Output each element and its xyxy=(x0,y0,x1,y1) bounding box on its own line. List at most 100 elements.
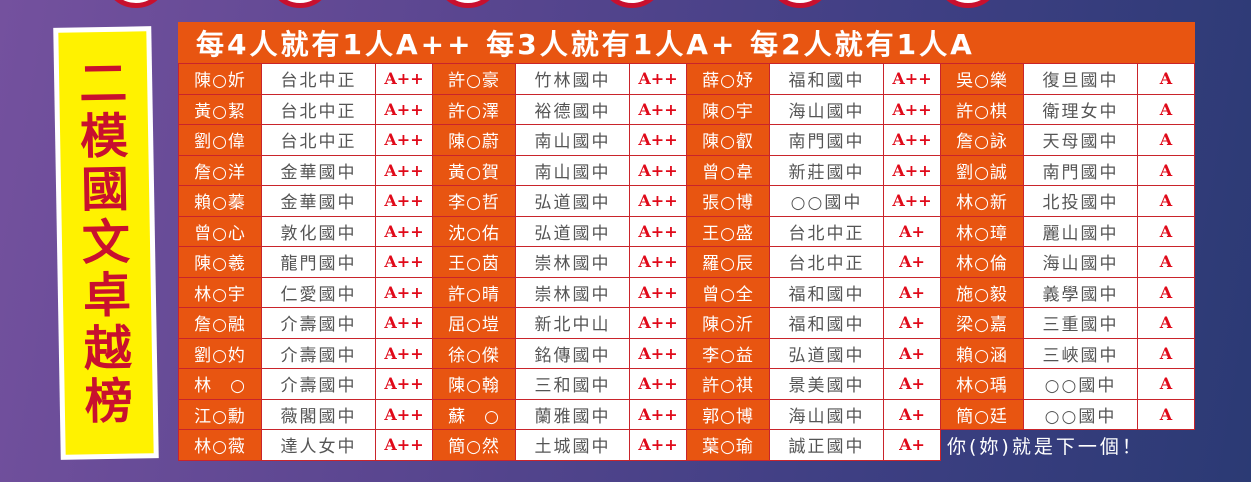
grade: A++ xyxy=(629,429,687,461)
grade: A+ xyxy=(883,215,941,247)
school-name: 南山國中 xyxy=(515,154,630,186)
table-row: 林○宇 仁愛國中 A++ 許○晴 崇林國中 A++ 曾○全 福和國中 A+ 施○毅 義學國中 A xyxy=(178,276,1195,308)
school-name: ○○國中 xyxy=(769,185,884,217)
student-name: 詹○洋 xyxy=(178,154,262,186)
school-name: 景美國中 xyxy=(769,368,884,400)
school-name: 介壽國中 xyxy=(261,368,376,400)
table-row: 林 ○ 介壽國中 A++ 陳○翰 三和國中 A++ 許○祺 景美國中 A+ 林○瑀 ○○國中 A xyxy=(178,368,1195,400)
school-name: 海山國中 xyxy=(1023,246,1138,278)
grade: A++ xyxy=(375,154,433,186)
grade: A+ xyxy=(883,276,941,308)
banner-char: 榜 xyxy=(84,373,134,430)
grade: A++ xyxy=(629,276,687,308)
grade: A++ xyxy=(629,246,687,278)
student-name: 陳○叡 xyxy=(686,124,770,156)
school-name: 南門國中 xyxy=(769,124,884,156)
school-name: 南山國中 xyxy=(515,124,630,156)
grade: A++ xyxy=(375,276,433,308)
student-name: 林○新 xyxy=(940,185,1024,217)
grade: A xyxy=(1137,154,1195,186)
student-name: 陳○妡 xyxy=(178,63,262,95)
table-row: 林○薇 達人女中 A++ 簡○然 土城國中 A++ 葉○瑜 誠正國中 A+ 你(妳)就是下一個！ xyxy=(178,429,1195,461)
grade: A++ xyxy=(375,124,433,156)
grade: A++ xyxy=(883,185,941,217)
school-name: 達人女中 xyxy=(261,429,376,461)
student-name: 劉○偉 xyxy=(178,124,262,156)
school-name: 弘道國中 xyxy=(515,185,630,217)
school-name: 台北中正 xyxy=(261,93,376,125)
grade: A++ xyxy=(629,185,687,217)
grade: A+ xyxy=(883,398,941,430)
grade: A++ xyxy=(883,124,941,156)
grade: A xyxy=(1137,398,1195,430)
table-row: 詹○融 介壽國中 A++ 屈○塏 新北中山 A++ 陳○沂 福和國中 A+ 梁○嘉 三重國中 A xyxy=(178,307,1195,339)
grade: A+ xyxy=(883,307,941,339)
grade: A xyxy=(1137,124,1195,156)
grade: A++ xyxy=(629,307,687,339)
school-name: 弘道國中 xyxy=(515,215,630,247)
student-name: 許○棋 xyxy=(940,93,1024,125)
student-name: 劉○誠 xyxy=(940,154,1024,186)
school-name: 海山國中 xyxy=(769,398,884,430)
school-name: 福和國中 xyxy=(769,307,884,339)
student-name: 王○茵 xyxy=(432,246,516,278)
student-name: 簡○廷 xyxy=(940,398,1024,430)
table-row: 陳○羲 龍門國中 A++ 王○茵 崇林國中 A++ 羅○辰 台北中正 A+ 林○倫 海山國中 A xyxy=(178,246,1195,278)
school-name: 裕德國中 xyxy=(515,93,630,125)
school-name: 仁愛國中 xyxy=(261,276,376,308)
grade: A+ xyxy=(883,429,941,461)
school-name: 誠正國中 xyxy=(769,429,884,461)
school-name: 台北中正 xyxy=(261,124,376,156)
school-name: 薇閣國中 xyxy=(261,398,376,430)
grade: A++ xyxy=(629,154,687,186)
student-name: 梁○嘉 xyxy=(940,307,1024,339)
student-name: 黃○賀 xyxy=(432,154,516,186)
school-name: 台北中正 xyxy=(769,246,884,278)
school-name: 崇林國中 xyxy=(515,276,630,308)
decorative-circle xyxy=(267,0,333,8)
decorative-circle xyxy=(935,0,1001,8)
student-name: 黃○絜 xyxy=(178,93,262,125)
school-name: 復旦國中 xyxy=(1023,63,1138,95)
school-name: 銘傳國中 xyxy=(515,337,630,369)
grade: A++ xyxy=(629,398,687,430)
student-name: 陳○宇 xyxy=(686,93,770,125)
title-banner: 二模國文卓越榜 xyxy=(53,26,159,460)
grade: A+ xyxy=(883,368,941,400)
student-name: 林○倫 xyxy=(940,246,1024,278)
grade: A++ xyxy=(375,429,433,461)
grade: A xyxy=(1137,63,1195,95)
student-name: 張○博 xyxy=(686,185,770,217)
grade: A xyxy=(1137,185,1195,217)
student-name: 曾○心 xyxy=(178,215,262,247)
student-name: 李○哲 xyxy=(432,185,516,217)
grade: A++ xyxy=(629,337,687,369)
school-name: 麗山國中 xyxy=(1023,215,1138,247)
school-name: 土城國中 xyxy=(515,429,630,461)
student-name: 曾○全 xyxy=(686,276,770,308)
school-name: 台北中正 xyxy=(769,215,884,247)
student-name: 林○宇 xyxy=(178,276,262,308)
banner-char: 模 xyxy=(79,108,129,165)
grade: A++ xyxy=(629,93,687,125)
student-name: 林○薇 xyxy=(178,429,262,461)
school-name: 介壽國中 xyxy=(261,337,376,369)
decorative-circle xyxy=(103,0,169,8)
student-name: 李○益 xyxy=(686,337,770,369)
student-name: 陳○蔚 xyxy=(432,124,516,156)
grade: A+ xyxy=(883,337,941,369)
student-name: 徐○傑 xyxy=(432,337,516,369)
student-name: 曾○韋 xyxy=(686,154,770,186)
school-name: 台北中正 xyxy=(261,63,376,95)
school-name: 三峽國中 xyxy=(1023,337,1138,369)
school-name: 敦化國中 xyxy=(261,215,376,247)
student-name: 賴○涵 xyxy=(940,337,1024,369)
banner-title: 二模國文卓越榜 xyxy=(58,31,154,455)
grade: A++ xyxy=(375,63,433,95)
grade: A++ xyxy=(883,93,941,125)
student-name: 詹○融 xyxy=(178,307,262,339)
student-name: 陳○沂 xyxy=(686,307,770,339)
student-name: 屈○塏 xyxy=(432,307,516,339)
student-name: 沈○佑 xyxy=(432,215,516,247)
table-row: 劉○妁 介壽國中 A++ 徐○傑 銘傳國中 A++ 李○益 弘道國中 A+ 賴○涵 三峽國中 A xyxy=(178,337,1195,369)
